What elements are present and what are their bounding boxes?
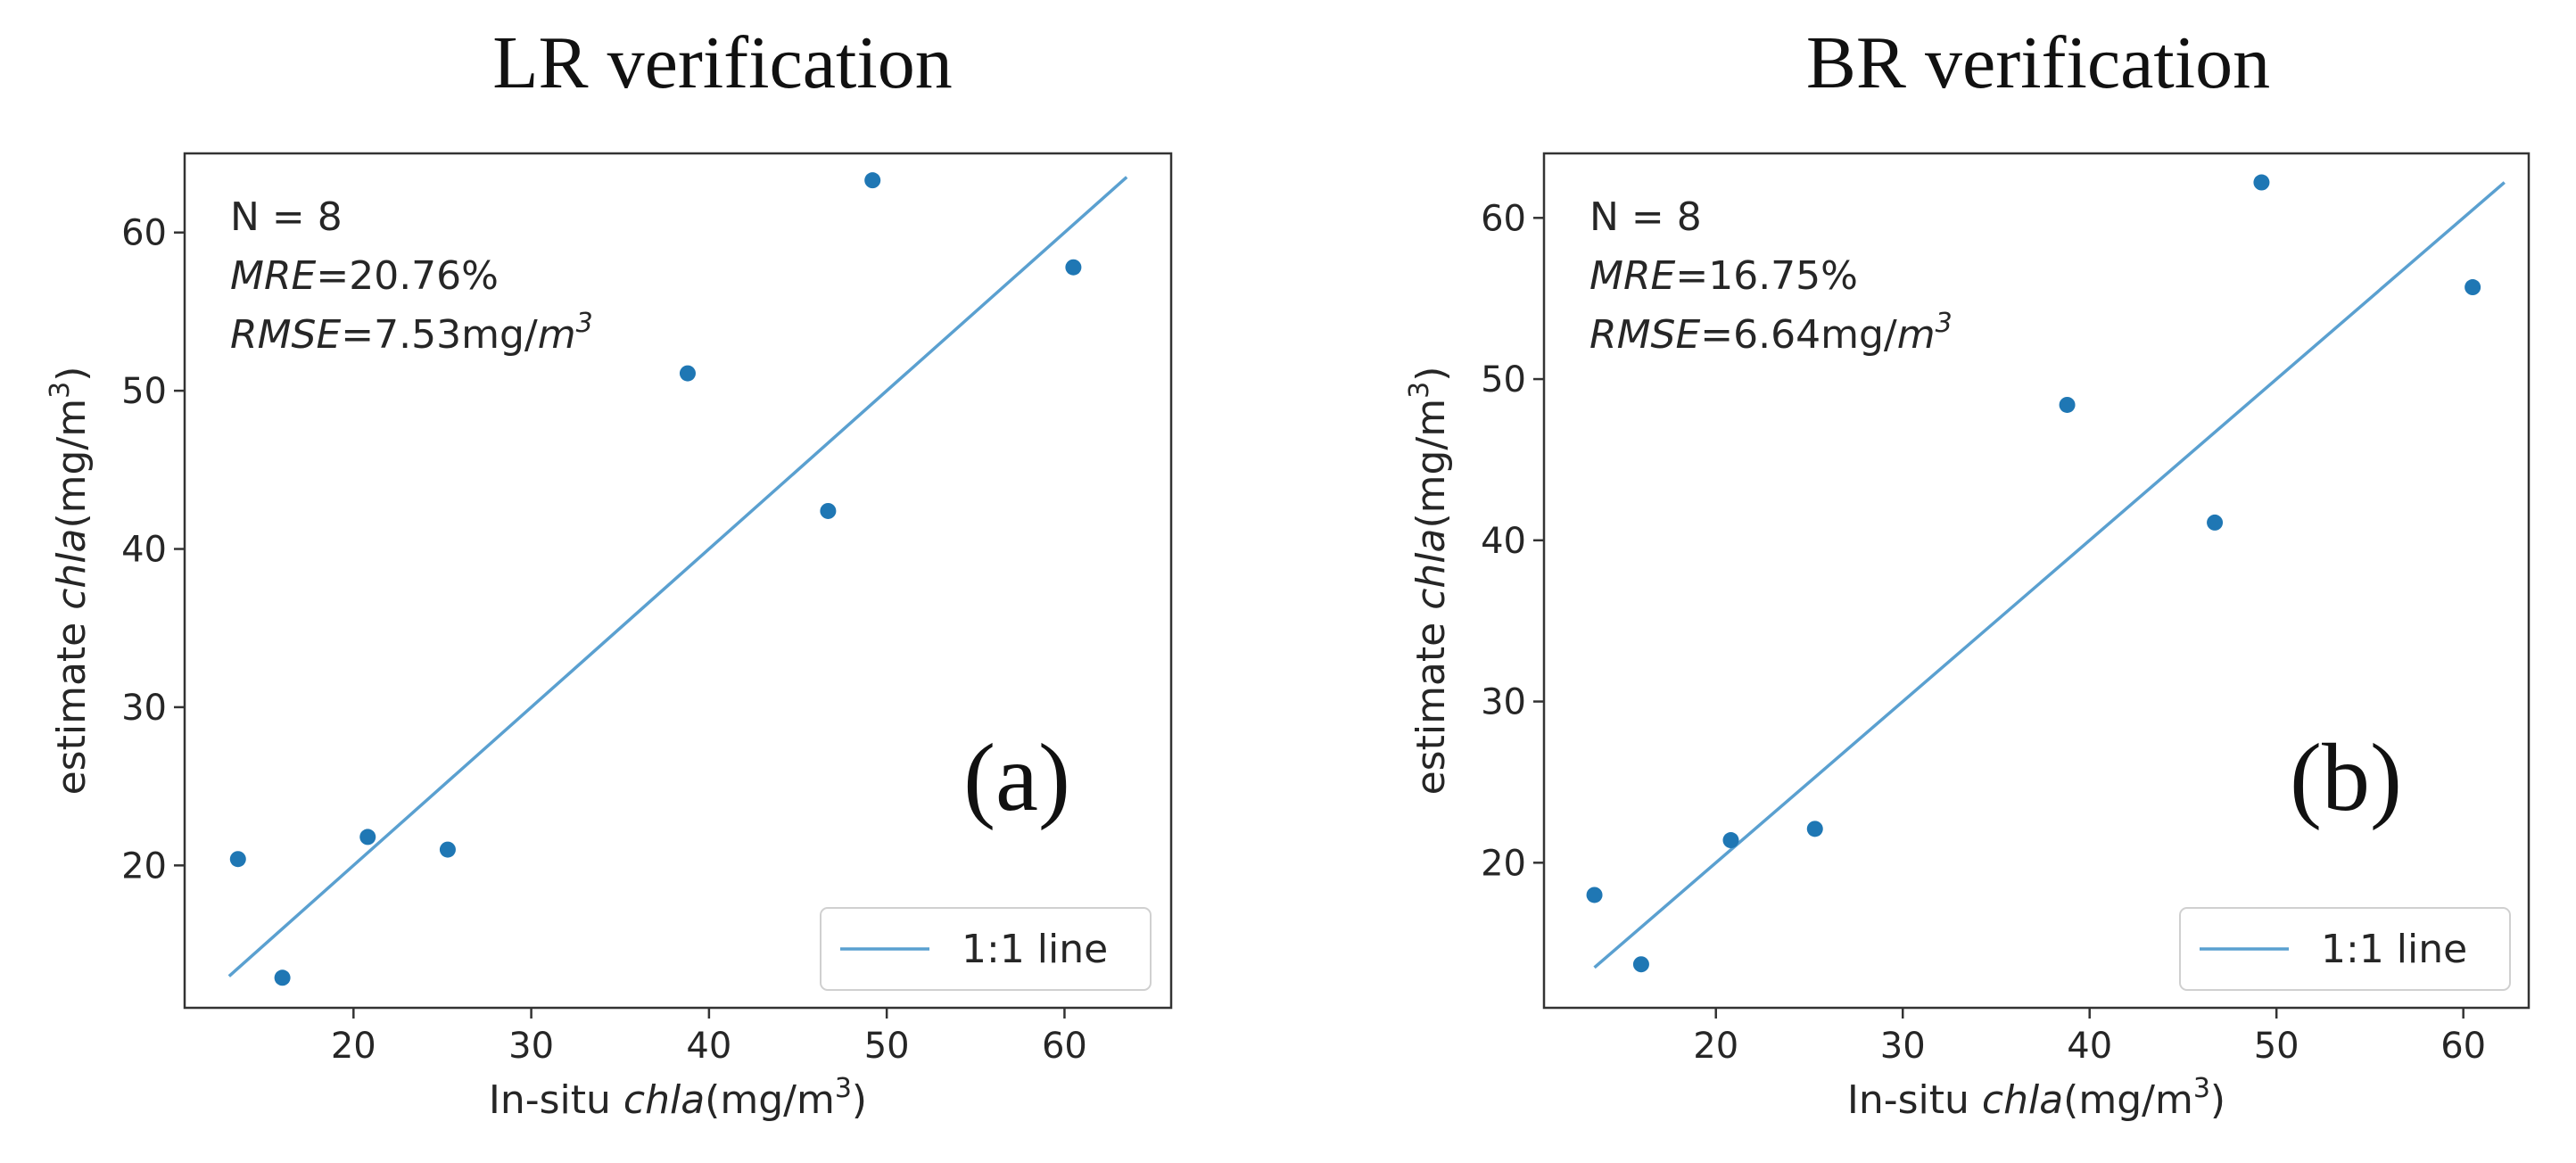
legend-box <box>2179 907 2511 991</box>
stat-rmse: RMSE=7.53mg/m3 <box>230 308 593 358</box>
stat-rmse-label: RMSE <box>230 312 341 358</box>
one-to-one-line <box>1593 181 2506 969</box>
stat-n: N = 8 <box>230 194 343 240</box>
panel-label: (b) <box>2290 725 2402 831</box>
y-axis-label-close: ) <box>49 367 95 382</box>
x-axis-label-unit: (mg/m <box>2063 1077 2193 1123</box>
x-axis-label-unit: (mg/m <box>705 1077 835 1123</box>
plot-frame <box>1542 152 2531 1010</box>
data-point-1 <box>1586 887 1603 903</box>
y-tick-label: 40 <box>121 530 167 571</box>
data-point-5 <box>679 365 696 382</box>
x-tick-label: 60 <box>2440 1026 2486 1067</box>
x-tick-label: 50 <box>2254 1026 2299 1067</box>
y-axis-label-close: ) <box>1408 367 1454 382</box>
data-point-6 <box>2207 514 2224 531</box>
chart-title: LR verification <box>492 21 952 104</box>
data-point-8 <box>1065 259 1082 276</box>
panel-label: (a) <box>963 725 1070 831</box>
x-tick-label: 40 <box>686 1026 731 1067</box>
x-tick-label: 30 <box>508 1026 554 1067</box>
stat-rmse-unit: m <box>1897 312 1936 358</box>
stat-mre-label: MRE <box>1589 253 1676 299</box>
y-axis-label-variable: chla <box>49 529 95 610</box>
stat-rmse-exponent: 3 <box>576 308 593 339</box>
data-point-2 <box>1632 956 1649 973</box>
x-tick-label: 30 <box>1880 1026 1926 1067</box>
data-point-4 <box>1806 821 1823 837</box>
x-axis-label-prefix: In-situ <box>1847 1077 1982 1123</box>
y-tick-label: 50 <box>121 371 167 412</box>
y-axis-label: estimate chla(mg/m3) <box>45 367 95 796</box>
x-axis-label: In-situ chla(mg/m3) <box>489 1073 867 1123</box>
stat-rmse-unit: m <box>538 312 576 358</box>
stat-rmse: RMSE=6.64mg/m3 <box>1589 308 1953 358</box>
y-axis-label-unit: (mg/m <box>1408 399 1454 529</box>
data-point-1 <box>229 851 246 868</box>
x-axis-label-variable: chla <box>1982 1077 2063 1123</box>
y-tick-label: 20 <box>121 845 167 887</box>
chart-title: BR verification <box>1806 21 2270 104</box>
stat-rmse-value: =6.64mg/ <box>1700 312 1897 358</box>
y-axis-label-exponent: 3 <box>45 382 76 399</box>
x-axis-label-close: ) <box>2210 1077 2225 1123</box>
data-point-2 <box>274 969 291 986</box>
x-axis-label-variable: chla <box>623 1077 705 1123</box>
y-tick-label: 20 <box>1481 843 1526 884</box>
x-tick-label: 50 <box>864 1026 910 1067</box>
legend: 1:1 line <box>820 907 1152 991</box>
y-tick-label: 60 <box>121 213 167 254</box>
stat-mre: MRE=20.76% <box>230 253 499 299</box>
data-point-3 <box>359 829 376 845</box>
legend-label: 1:1 line <box>2321 927 2467 972</box>
x-axis-label-exponent: 3 <box>835 1073 852 1104</box>
chart-panel-a: LR verification 20 30 40 50 60 20 30 40 50 60 In-si… <box>45 21 1173 1123</box>
x-tick-label: 60 <box>1042 1026 1087 1067</box>
chart-panel-b: BR verification 20 30 40 50 60 20 30 40 50 60 In-si… <box>1404 21 2531 1123</box>
x-axis-label-prefix: In-situ <box>489 1077 623 1123</box>
y-axis-label-variable: chla <box>1408 529 1454 610</box>
data-point-6 <box>820 502 837 519</box>
data-point-7 <box>864 172 881 189</box>
stat-rmse-label: RMSE <box>1589 312 1700 358</box>
y-axis-label-prefix: estimate <box>1408 610 1454 796</box>
stat-mre-value: =20.76% <box>316 253 499 299</box>
legend-label: 1:1 line <box>962 927 1108 972</box>
y-axis-label-prefix: estimate <box>49 610 95 796</box>
y-tick-label: 40 <box>1481 521 1526 562</box>
y-axis-label-unit: (mg/m <box>49 399 95 529</box>
data-point-4 <box>439 841 456 858</box>
y-tick-label: 30 <box>121 688 167 729</box>
x-tick-label: 40 <box>2067 1026 2112 1067</box>
y-axis-label: estimate chla(mg/m3) <box>1404 367 1454 796</box>
stat-mre-value: =16.75% <box>1675 253 1858 299</box>
x-tick-label: 20 <box>331 1026 376 1067</box>
y-tick-label: 50 <box>1481 359 1526 400</box>
stat-mre-label: MRE <box>230 253 317 299</box>
data-point-5 <box>2059 396 2076 413</box>
x-axis-label-exponent: 3 <box>2193 1073 2210 1104</box>
x-axis-label-close: ) <box>852 1077 867 1123</box>
legend-box <box>820 907 1152 991</box>
stat-mre: MRE=16.75% <box>1589 253 1858 299</box>
x-tick-label: 20 <box>1693 1026 1738 1067</box>
legend: 1:1 line <box>2179 907 2511 991</box>
y-tick-label: 60 <box>1481 198 1526 239</box>
one-to-one-line <box>227 176 1128 977</box>
y-tick-label: 30 <box>1481 682 1526 723</box>
y-axis-label-exponent: 3 <box>1404 382 1435 399</box>
data-point-7 <box>2253 174 2270 191</box>
stat-rmse-value: =7.53mg/ <box>341 312 538 358</box>
stat-n: N = 8 <box>1589 194 1702 240</box>
stat-rmse-exponent: 3 <box>1936 308 1953 339</box>
data-point-3 <box>1722 832 1739 849</box>
data-point-8 <box>2465 279 2481 296</box>
plot-frame <box>183 152 1173 1010</box>
x-axis-label: In-situ chla(mg/m3) <box>1847 1073 2225 1123</box>
